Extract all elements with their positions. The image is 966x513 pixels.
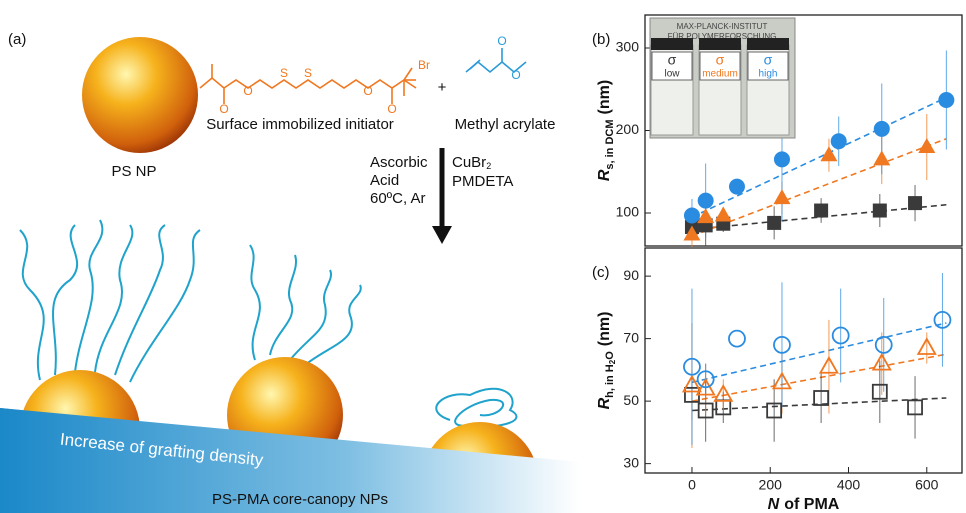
- monomer-label: Methyl acrylate: [455, 116, 556, 133]
- label-main: R: [596, 169, 613, 181]
- atom: S: [280, 66, 288, 80]
- atom: O: [511, 68, 520, 82]
- core-label: PS NP: [111, 163, 156, 180]
- atom: O: [363, 84, 372, 98]
- sigma-level: medium: [702, 69, 738, 80]
- y-tick-label: 90: [623, 267, 639, 283]
- x-tick-label: 600: [915, 477, 939, 493]
- y-tick-label: 70: [623, 329, 639, 345]
- vial-cap: [747, 38, 789, 50]
- label-rest: of PMA: [784, 496, 840, 513]
- atom: O: [387, 102, 396, 116]
- chart: 100 200 300 (b) Rs, in DCM (nm) MAX-PLANCK-INS…: [592, 15, 962, 247]
- core-particle: [82, 37, 198, 153]
- y-tick-label: 30: [623, 454, 639, 470]
- atom: O: [497, 34, 506, 48]
- label-main: R: [596, 397, 613, 409]
- condition: PMDETA: [452, 173, 513, 190]
- vial-cap: [651, 38, 693, 50]
- condition-sub: 2: [486, 161, 491, 171]
- data-point: [684, 207, 700, 223]
- photo-header: MAX-PLANCK-INSTITUT: [677, 22, 768, 31]
- y-tick-label: 100: [616, 204, 640, 220]
- label-sub: O: [604, 351, 616, 360]
- sigma-level: high: [759, 69, 778, 80]
- y-tick-label: 50: [623, 392, 639, 408]
- condition-main: CuBr: [452, 154, 486, 171]
- data-point: [814, 204, 828, 218]
- plot-frame: [645, 248, 962, 473]
- vial-cap: [699, 38, 741, 50]
- arrow-head: [432, 226, 452, 244]
- data-point: [938, 92, 954, 108]
- conditions-right: CuBr2 PMDETA: [452, 154, 513, 190]
- x-tick-label: 400: [837, 477, 861, 493]
- atom: O: [219, 102, 228, 116]
- data-point: [774, 151, 790, 167]
- atom: S: [304, 66, 312, 80]
- sigma: σ: [668, 52, 677, 68]
- data-point: [767, 216, 781, 230]
- panel-label: (a): [8, 31, 26, 48]
- label-unit: (nm): [596, 312, 613, 347]
- panel-label: (b): [592, 31, 610, 48]
- condition: Acid: [370, 172, 399, 189]
- x-tick-label: 0: [688, 477, 696, 493]
- label-sub: h, in H: [604, 364, 616, 398]
- monomer-atoms: O O: [497, 34, 520, 82]
- sigma-level: low: [664, 69, 680, 80]
- plus: +: [438, 79, 447, 96]
- atom: O: [243, 84, 252, 98]
- label-unit: (nm): [596, 80, 613, 115]
- initiator-atoms: O O S S O O Br: [219, 58, 430, 116]
- figure: (a) PS NP O O S S O O Br Surface immobil…: [0, 0, 966, 513]
- y-tick-label: 200: [616, 121, 640, 137]
- panel-a: (a) PS NP O O S S O O Br Surface immobil…: [0, 31, 580, 513]
- condition-main: PMDETA: [452, 173, 513, 190]
- y-axis-label: Rh, in H2O(nm): [596, 312, 617, 410]
- condition: 60ºC, Ar: [370, 190, 426, 207]
- product-label: PS-PMA core-canopy NPs: [212, 491, 388, 508]
- x-tick-label: 200: [759, 477, 783, 493]
- conditions-left: Ascorbic Acid 60ºC, Ar: [370, 154, 428, 207]
- panel-label: (c): [592, 264, 610, 281]
- condition: Ascorbic: [370, 154, 428, 171]
- data-point: [873, 204, 887, 218]
- y-axis-label: Rs, in DCM (nm): [596, 80, 616, 181]
- condition: CuBr2: [452, 154, 491, 171]
- data-point: [874, 121, 890, 137]
- charts: 100200300(b)Rs, in DCM(nm)MAX-PLANCK-INS…: [592, 15, 962, 513]
- label-main: N: [768, 496, 780, 513]
- y-tick-label: 300: [616, 39, 640, 55]
- data-point: [831, 133, 847, 149]
- data-point: [729, 179, 745, 195]
- atom: Br: [418, 58, 430, 72]
- data-point: [908, 196, 922, 210]
- data-point: [698, 193, 714, 209]
- label-sub: s, in DCM: [604, 119, 616, 169]
- sigma: σ: [764, 52, 773, 68]
- sigma: σ: [716, 52, 725, 68]
- initiator-label: Surface immobilized initiator: [206, 116, 394, 133]
